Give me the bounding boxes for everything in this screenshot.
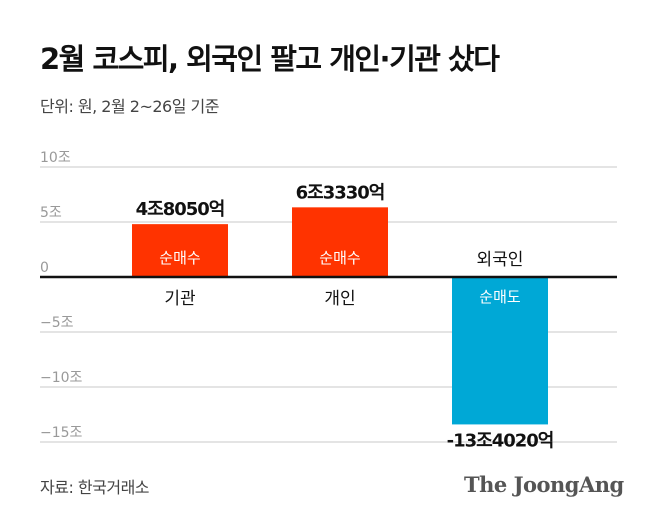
value-label: 4조8050억: [136, 199, 225, 220]
value-label: -13조4020억: [447, 430, 554, 451]
inner-label: 순매수: [319, 249, 360, 267]
inner-label: 순매도: [479, 288, 521, 306]
category-label: 외국인: [477, 250, 524, 270]
y-tick-label: 10조: [40, 150, 71, 166]
category-label: 기관: [164, 289, 195, 309]
bar-2: [292, 207, 388, 277]
y-tick-label: 5조: [40, 205, 62, 221]
y-tick-label: −5조: [40, 315, 74, 331]
value-label: 6조3330억: [296, 182, 385, 203]
category-label: 개인: [324, 289, 355, 309]
chart-title: 2월 코스피, 외국인 팔고 개인·기관 샀다: [40, 42, 500, 76]
y-tick-label: 0: [40, 260, 49, 276]
bar-1: [132, 224, 228, 277]
source-note: 자료: 한국거래소: [40, 478, 150, 497]
y-tick-label: −15조: [40, 425, 83, 441]
y-tick-label: −10조: [40, 370, 83, 386]
inner-label: 순매수: [159, 249, 200, 267]
chart-subtitle: 단위: 원, 2월 2~26일 기준: [40, 97, 220, 116]
bar-3: [452, 277, 548, 425]
publisher-logo: The JoongAng: [464, 472, 624, 497]
